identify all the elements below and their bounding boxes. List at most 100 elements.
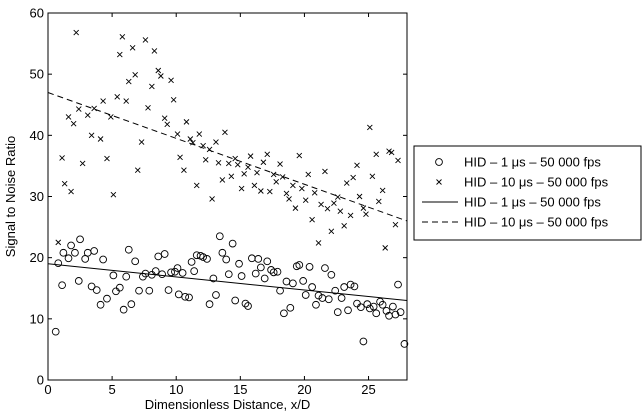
data-point-circle — [122, 272, 131, 281]
data-point-circle — [209, 274, 218, 283]
data-point-x — [142, 37, 149, 43]
data-point-x — [65, 114, 72, 120]
data-point-x — [119, 34, 126, 40]
plot-frame — [47, 12, 408, 381]
data-point-x — [79, 160, 86, 167]
data-point-circle — [350, 282, 359, 291]
data-point-circle — [103, 294, 111, 303]
data-point-circle — [224, 270, 233, 279]
data-point-x — [375, 198, 382, 205]
data-point-circle — [321, 264, 329, 272]
data-point-circle — [178, 269, 187, 277]
data-point-circle — [76, 235, 84, 244]
data-point-circle — [71, 248, 79, 257]
data-point-circle — [228, 239, 237, 248]
data-point-x — [373, 151, 380, 158]
data-point-x — [132, 71, 139, 78]
data-point-circle — [87, 282, 96, 291]
data-point-x — [388, 149, 395, 156]
data-point-circle — [391, 310, 400, 319]
y-tick-label: 50 — [30, 67, 44, 82]
data-point-circle — [158, 270, 166, 279]
data-point-x — [168, 77, 174, 84]
data-point-circle — [337, 294, 346, 302]
data-point-x — [347, 212, 354, 219]
data-point-circle — [127, 300, 136, 309]
data-point-x — [134, 167, 141, 174]
data-point-circle — [280, 309, 288, 318]
data-point-x — [360, 205, 367, 211]
data-point-circle — [256, 263, 265, 272]
legend-label: HID – 10 μs – 50 000 fps — [464, 215, 609, 230]
data-point-x — [145, 104, 151, 111]
legend-label: HID – 1 μs – 50 000 fps — [464, 195, 601, 210]
data-point-x — [108, 114, 114, 120]
data-point-circle — [382, 307, 391, 315]
plot-marks — [47, 29, 409, 348]
data-point-circle — [222, 255, 231, 264]
data-point-x — [251, 182, 258, 189]
data-point-circle — [305, 262, 314, 271]
y-axis-label: Signal to Noise Ratio — [3, 136, 18, 257]
dashed-fit-line — [47, 92, 408, 222]
solid-fit-line — [47, 263, 408, 301]
data-point-circle — [400, 340, 409, 348]
data-point-circle — [251, 269, 260, 278]
data-point-circle — [51, 327, 60, 336]
axis-ticks: 0 5 10 15 20 25 0 10 20 30 40 50 60 — [30, 6, 407, 397]
data-point-x — [158, 73, 164, 79]
data-point-x — [254, 169, 260, 176]
data-point-x — [277, 161, 283, 167]
data-point-x — [315, 240, 322, 246]
data-point-circle — [301, 291, 310, 299]
data-point-x — [296, 152, 303, 159]
data-point-circle — [331, 286, 340, 295]
data-point-circle — [312, 300, 320, 309]
x-tick-label: 10 — [169, 382, 183, 397]
data-point-x — [84, 112, 91, 118]
data-point-x — [125, 78, 132, 85]
data-point-x — [181, 167, 187, 174]
data-point-circle — [340, 283, 349, 291]
data-point-circle — [164, 286, 173, 294]
data-point-x — [245, 164, 251, 170]
data-point-circle — [314, 291, 323, 300]
data-point-x — [234, 161, 241, 168]
data-point-x — [55, 239, 62, 246]
x-tick-label: 15 — [233, 382, 247, 397]
data-point-x — [273, 179, 280, 185]
data-point-circle — [145, 286, 154, 295]
data-point-x — [129, 45, 136, 51]
data-point-circle — [327, 270, 336, 279]
data-point-circle — [67, 241, 75, 250]
data-point-circle — [254, 255, 263, 263]
x-tick-label: 0 — [44, 382, 51, 397]
data-point-circle — [248, 254, 256, 263]
data-point-x — [309, 216, 315, 223]
x-tick-label: 25 — [361, 382, 375, 397]
data-point-circle — [173, 264, 182, 272]
x-axis-label: Dimensionless Distance, x/D — [145, 397, 310, 412]
y-tick-label: 20 — [30, 250, 44, 265]
legend-label: HID – 10 μs – 50 000 fps — [464, 175, 609, 190]
data-point-x — [174, 131, 181, 137]
data-point-circle — [389, 302, 397, 311]
data-point-circle — [263, 257, 272, 266]
data-point-x — [363, 211, 369, 218]
data-point-x — [366, 124, 373, 131]
data-point-x — [292, 205, 299, 211]
data-point-x — [241, 171, 247, 177]
fit-line-series-3 — [47, 92, 408, 222]
data-point-circle — [378, 300, 387, 309]
data-point-circle — [286, 303, 295, 312]
data-point-circle — [365, 304, 374, 313]
data-point-x — [164, 121, 171, 128]
data-point-x — [260, 159, 267, 166]
data-point-x — [151, 48, 158, 54]
data-point-x — [328, 228, 335, 235]
data-point-circle — [151, 267, 160, 275]
data-point-circle — [394, 280, 402, 289]
data-point-x — [110, 191, 117, 198]
data-point-x — [395, 157, 401, 164]
data-point-circle — [205, 300, 214, 309]
